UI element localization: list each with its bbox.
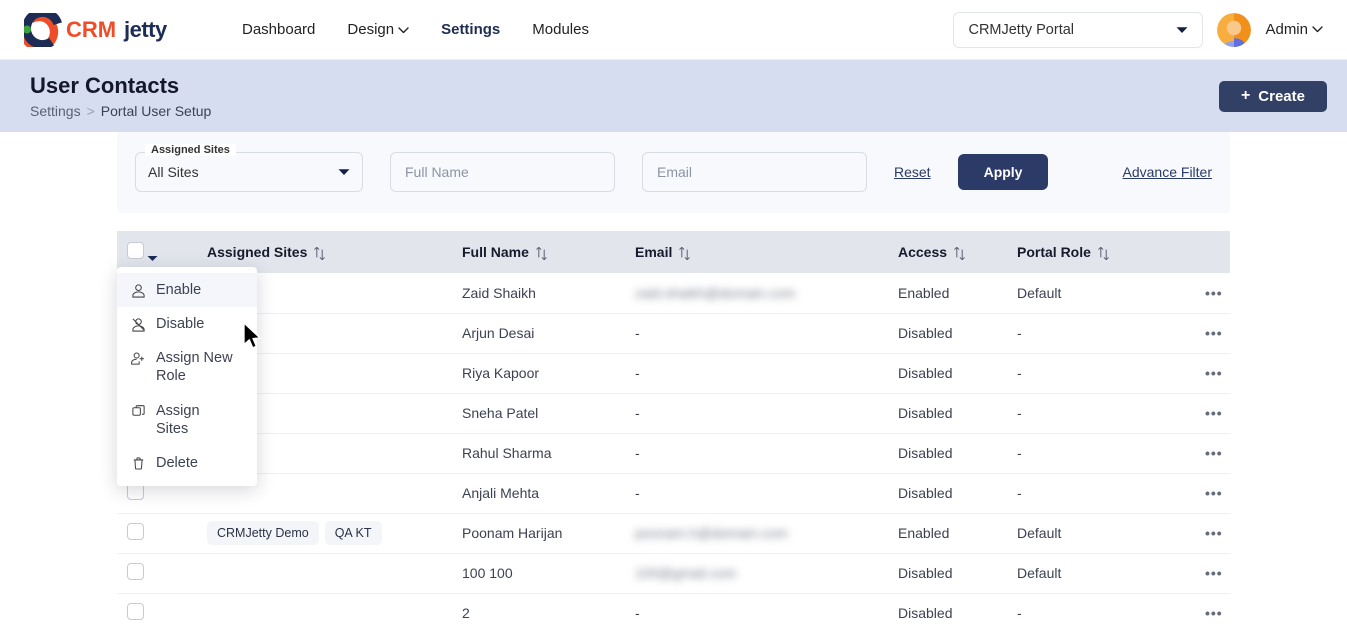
svg-text:jetty: jetty bbox=[123, 17, 168, 42]
svg-text:CRM: CRM bbox=[66, 17, 116, 42]
